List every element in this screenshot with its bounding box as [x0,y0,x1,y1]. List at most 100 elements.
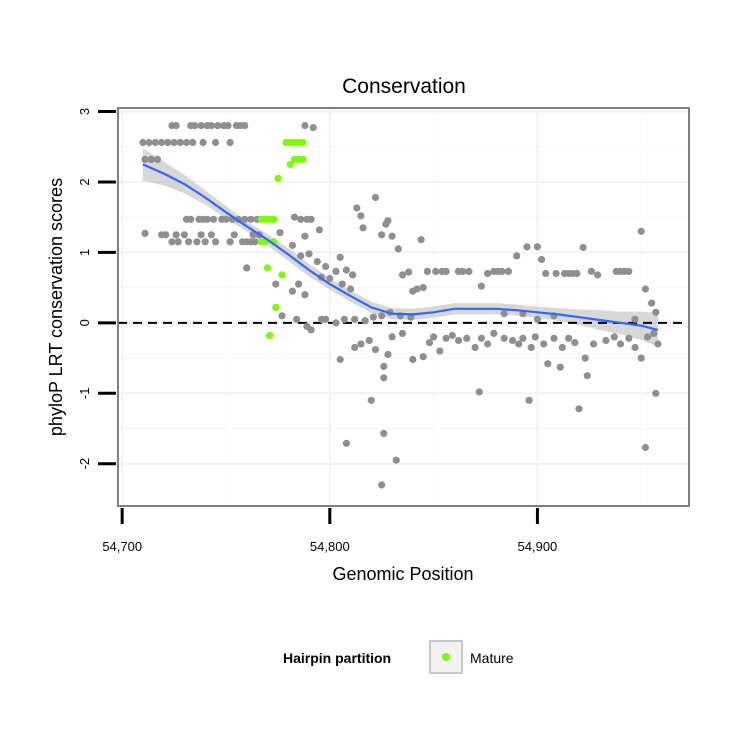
data-point [349,271,357,279]
data-point [207,231,215,239]
data-point [170,138,178,147]
data-point [498,267,506,275]
data-point [288,241,296,249]
data-point [226,138,234,147]
data-point [583,372,591,380]
data-point [556,363,564,371]
data-point [477,334,485,342]
data-point [288,287,296,295]
data-point [164,138,172,147]
mature-data-point [266,331,274,340]
data-point [527,343,535,352]
data-point [477,282,485,290]
data-point [650,329,658,337]
data-point [616,340,625,348]
data-point [353,204,361,212]
data-point [290,213,299,221]
data-point [371,193,380,202]
data-point [380,429,388,437]
data-point [342,439,350,447]
data-point [332,267,340,275]
data-point [297,215,305,223]
data-point [378,312,386,320]
data-point [637,354,645,362]
data-point [322,315,330,323]
data-point [182,138,191,147]
data-point [301,122,309,130]
data-point [459,267,467,275]
data-point [519,334,527,342]
data-point [550,334,558,342]
data-point [558,343,566,352]
data-point [405,268,413,276]
data-point [538,255,546,264]
background-points [139,122,662,489]
data-point [454,336,463,345]
data-point [423,267,431,275]
data-point [141,155,149,163]
data-point [162,231,170,239]
y-tick-label: -1 [77,388,92,400]
mature-data-point [274,174,282,182]
y-tick-label: 0 [77,319,92,326]
data-point [525,396,533,404]
y-axis: -2 -1 0 1 2 3 [77,108,116,469]
data-point [398,271,407,279]
data-point [652,389,660,397]
data-point [409,355,417,364]
data-point [413,285,421,293]
data-point [293,315,301,323]
data-point [542,269,550,278]
data-point [297,252,305,260]
data-point [197,231,205,239]
smooth-line [142,163,659,331]
data-point [589,340,598,348]
data-point [222,215,230,223]
data-point [247,215,255,223]
confidence-ribbon [142,148,658,347]
data-point [351,315,359,323]
data-point [251,238,259,246]
data-point [180,231,188,239]
data-point [388,333,396,341]
data-point [388,232,396,240]
data-point [151,138,159,147]
data-point [575,405,583,413]
x-tick-label: 54,700 [102,539,142,554]
x-tick-label: 54,900 [518,539,558,554]
data-point [571,339,579,347]
plot-background [118,108,689,506]
mature-data-point [286,160,294,168]
data-point [212,238,220,246]
data-point [471,343,479,352]
data-point [272,280,280,288]
data-point [158,138,166,147]
data-point [637,227,645,235]
data-point [189,138,197,147]
data-point [463,334,471,342]
data-point [631,315,639,323]
data-point [508,336,517,345]
data-point [419,353,427,361]
data-point [465,267,473,275]
data-point [357,212,365,220]
x-axis: 54,700 54,800 54,900 [102,508,557,554]
data-point [226,238,234,246]
data-point [380,362,388,371]
data-point [515,340,523,348]
data-point [484,269,492,278]
data-point [523,243,531,251]
data-point [504,267,512,275]
data-point [212,138,220,147]
data-point [359,224,367,232]
data-point [174,238,182,246]
legend-mature-label: Mature [470,650,514,666]
data-point [313,258,321,266]
data-point [610,333,618,341]
data-point [201,238,209,246]
data-point [347,285,355,293]
data-point [394,245,402,253]
data-point [367,396,375,404]
legend-title: Hairpin partition [283,650,391,666]
